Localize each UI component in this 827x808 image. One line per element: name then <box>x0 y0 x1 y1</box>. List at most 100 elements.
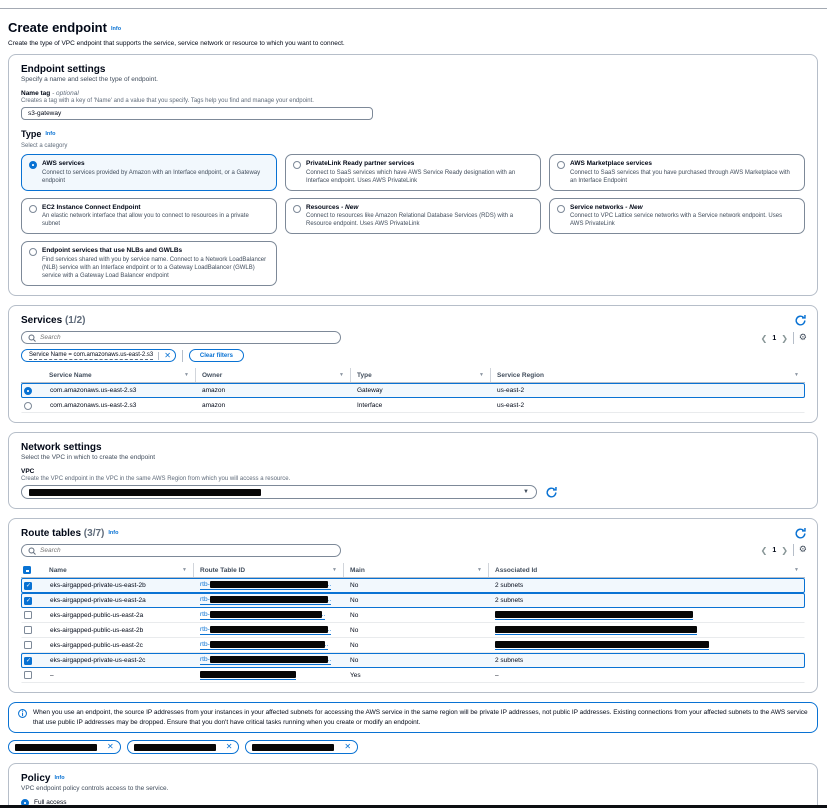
checkbox-unchecked-icon[interactable] <box>24 641 32 650</box>
route-table-row[interactable]: eks-airgapped-public-us-east-2a rtb-.. N… <box>21 608 805 624</box>
services-table-header: Service Name ▼ Owner ▼ Type ▼ Service Regio… <box>21 368 805 384</box>
sort-icon[interactable]: ▼ <box>479 372 484 379</box>
service-row-gateway[interactable]: com.amazonaws.us-east-2.s3 amazon Gatewa… <box>21 383 805 399</box>
column-header-name[interactable]: Name ▼ <box>49 566 187 574</box>
checkbox-unchecked-icon[interactable] <box>24 611 32 620</box>
prev-page-icon[interactable]: ❮ <box>760 545 768 555</box>
indeterminate-checkbox-icon[interactable] <box>23 566 31 575</box>
policy-title: Policy Info <box>21 773 65 784</box>
route-table-row[interactable]: eks-airgapped-public-us-east-2c rtb-.. N… <box>21 638 805 654</box>
column-header-main[interactable]: Main ▼ <box>343 563 488 578</box>
column-header-associated-id[interactable]: Associated Id ▼ <box>488 563 805 578</box>
type-option-nlb-gwlb[interactable]: Endpoint services that use NLBs and GWLB… <box>21 241 277 287</box>
type-option-marketplace[interactable]: AWS Marketplace services Connect to SaaS… <box>549 154 805 191</box>
type-option-aws-services[interactable]: AWS services Connect to services provide… <box>21 154 277 191</box>
name-tag-input[interactable] <box>21 107 373 120</box>
redacted-associated-id <box>495 640 709 648</box>
checkbox-unchecked-icon[interactable] <box>24 671 32 680</box>
services-refresh-icon[interactable] <box>794 314 807 332</box>
type-info-link[interactable]: Info <box>45 131 56 137</box>
sort-icon[interactable]: ▼ <box>339 372 344 379</box>
route-table-id-cell[interactable] <box>194 670 344 680</box>
remove-chip-icon[interactable]: ✕ <box>344 742 352 751</box>
column-header-service-name[interactable]: Service Name ▼ <box>49 371 189 379</box>
vpc-refresh-icon[interactable] <box>545 486 558 499</box>
route-tables-refresh-icon[interactable] <box>794 527 807 545</box>
route-tables-table: Name ▼ Route Table ID ▼ Main ▼ Associated I… <box>21 563 805 684</box>
type-option-resources[interactable]: Resources - New Connect to resources lik… <box>285 197 541 235</box>
vpc-select[interactable]: ▼ <box>21 485 537 500</box>
associated-id-cell[interactable] <box>489 640 804 650</box>
remove-filter-icon[interactable]: ✕ <box>158 351 171 360</box>
route-table-row[interactable]: eks-airgapped-private-us-east-2c rtb-.. … <box>21 653 805 669</box>
column-header-service-region[interactable]: Service Region ▼ <box>490 368 805 383</box>
sort-icon[interactable]: ▼ <box>477 567 482 574</box>
radio-unchecked-icon[interactable] <box>293 161 301 169</box>
type-option-service-networks[interactable]: Service networks - New Connect to VPC La… <box>549 197 805 235</box>
next-page-icon[interactable]: ❯ <box>781 545 788 555</box>
route-table-id-cell[interactable]: rtb-.. <box>200 656 332 666</box>
sort-icon[interactable]: ▼ <box>794 372 799 379</box>
associated-id-cell[interactable] <box>489 625 804 635</box>
network-settings-title: Network settings <box>21 442 102 454</box>
redacted-route-table-id <box>209 656 328 664</box>
sort-icon[interactable]: ▼ <box>182 567 187 574</box>
current-page[interactable]: 1 <box>772 334 777 342</box>
associated-id-cell[interactable] <box>489 610 804 620</box>
radio-checked-icon[interactable] <box>24 387 32 396</box>
route-table-id-cell[interactable]: rtb-.. <box>200 581 332 591</box>
checkbox-checked-icon[interactable] <box>24 596 32 605</box>
table-settings-gear-icon[interactable]: ⚙ <box>798 332 807 343</box>
policy-info-link[interactable]: Info <box>54 775 65 781</box>
route-table-row[interactable]: – Yes – <box>21 668 805 684</box>
type-option-privatelink-partner[interactable]: PrivateLink Ready partner services Conne… <box>285 154 541 191</box>
route-tables-info-link[interactable]: Info <box>108 530 119 537</box>
checkbox-checked-icon[interactable] <box>24 656 32 665</box>
type-label: Type <box>21 129 42 139</box>
associated-id-cell[interactable]: 2 subnets <box>495 582 524 590</box>
current-page[interactable]: 1 <box>772 546 777 554</box>
redacted-chip-label <box>133 743 216 751</box>
radio-unchecked-icon[interactable] <box>29 204 37 213</box>
radio-unchecked-icon[interactable] <box>557 161 565 169</box>
type-cell: Gateway <box>357 387 383 395</box>
column-header-route-table-id[interactable]: Route Table ID ▼ <box>193 563 343 578</box>
route-tables-search-input[interactable] <box>40 547 334 555</box>
sort-icon[interactable]: ▼ <box>794 567 799 574</box>
column-header-type[interactable]: Type ▼ <box>350 368 490 383</box>
services-search[interactable] <box>21 331 341 345</box>
radio-unchecked-icon[interactable] <box>29 248 37 257</box>
radio-checked-icon[interactable] <box>29 161 37 169</box>
page-info-link[interactable]: Info <box>110 26 122 32</box>
sort-icon[interactable]: ▼ <box>184 372 189 379</box>
services-search-input[interactable] <box>40 334 334 342</box>
top-divider <box>0 8 827 9</box>
type-option-ec2-instance-connect[interactable]: EC2 Instance Connect Endpoint An elastic… <box>21 197 277 235</box>
redacted-associated-id <box>495 625 697 633</box>
route-table-row[interactable]: eks-airgapped-public-us-east-2b rtb-.. N… <box>21 623 805 639</box>
sort-icon[interactable]: ▼ <box>332 567 337 574</box>
associated-id-cell[interactable]: 2 subnets <box>495 597 524 605</box>
route-tables-search[interactable] <box>21 544 341 558</box>
route-table-id-cell[interactable]: rtb-.. <box>200 640 329 650</box>
prev-page-icon[interactable]: ❮ <box>760 333 768 343</box>
next-page-icon[interactable]: ❯ <box>781 333 788 343</box>
checkbox-checked-icon[interactable] <box>24 581 32 590</box>
policy-subtitle: VPC endpoint policy controls access to t… <box>21 785 169 792</box>
route-table-id-cell[interactable]: rtb-.. <box>200 625 332 635</box>
remove-chip-icon[interactable]: ✕ <box>225 742 233 751</box>
clear-filters-button[interactable]: Clear filters <box>188 349 244 363</box>
route-table-id-cell[interactable]: rtb-.. <box>200 610 326 620</box>
remove-chip-icon[interactable]: ✕ <box>107 742 114 751</box>
service-row-interface[interactable]: com.amazonaws.us-east-2.s3 amazon Interf… <box>21 398 805 414</box>
column-header-owner[interactable]: Owner ▼ <box>195 368 350 383</box>
table-settings-gear-icon[interactable]: ⚙ <box>798 544 807 555</box>
radio-unchecked-icon[interactable] <box>24 401 32 410</box>
route-table-id-cell[interactable]: rtb-.. <box>200 596 332 606</box>
associated-id-cell[interactable]: 2 subnets <box>495 657 524 665</box>
radio-unchecked-icon[interactable] <box>293 204 301 213</box>
route-table-row[interactable]: eks-airgapped-private-us-east-2b rtb-.. … <box>21 578 805 594</box>
radio-unchecked-icon[interactable] <box>557 204 565 213</box>
route-table-row[interactable]: eks-airgapped-private-us-east-2a rtb-.. … <box>21 593 805 609</box>
checkbox-unchecked-icon[interactable] <box>24 626 32 635</box>
